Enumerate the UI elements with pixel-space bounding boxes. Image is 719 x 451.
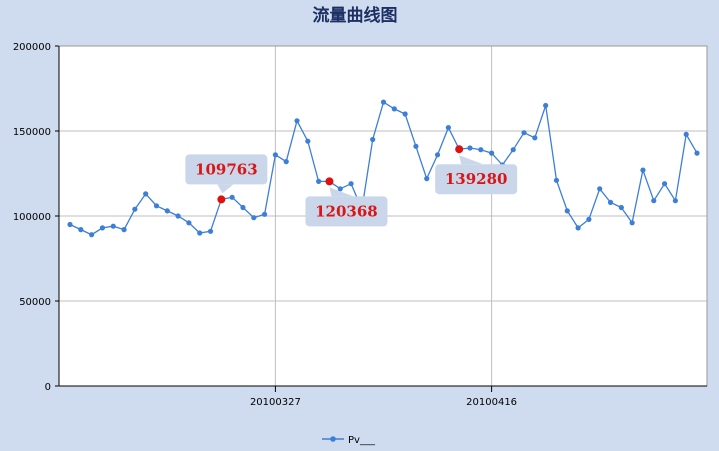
data-point <box>402 111 408 117</box>
data-point <box>661 181 668 187</box>
data-point <box>607 199 614 205</box>
data-point <box>413 143 419 149</box>
callout-tail <box>329 187 354 197</box>
data-point <box>478 147 484 153</box>
callout-box <box>305 196 388 227</box>
data-point <box>143 191 149 197</box>
y-tick-label: 150000 <box>13 127 51 138</box>
axes: 0 50000 100000 150000 200000 20100327 20100416 <box>13 42 708 408</box>
highlight-point <box>217 195 226 204</box>
data-point <box>207 228 214 234</box>
data-point <box>629 220 635 226</box>
data-point <box>445 125 451 131</box>
y-tick-label: 200000 <box>13 42 51 53</box>
data-point <box>640 167 646 173</box>
data-point <box>618 204 624 211</box>
data-point <box>305 138 311 144</box>
data-point <box>153 203 160 209</box>
y-tick-label: 0 <box>45 382 51 393</box>
data-point <box>575 225 581 231</box>
callout-value: 139280 <box>445 170 508 188</box>
data-point <box>532 135 538 141</box>
legend-swatch-marker <box>330 436 336 442</box>
data-point <box>89 232 95 238</box>
highlight-point <box>455 145 464 154</box>
data-point <box>564 208 570 214</box>
data-point <box>348 181 354 187</box>
data-point <box>586 216 592 222</box>
data-point <box>467 145 473 151</box>
data-point <box>164 208 170 214</box>
series-layer <box>67 99 700 238</box>
data-point <box>110 223 116 229</box>
data-point <box>380 99 387 105</box>
callout-value: 120368 <box>315 202 378 220</box>
data-point <box>78 227 84 233</box>
data-point <box>510 147 516 153</box>
data-point <box>316 178 322 184</box>
y-tick-label: 50000 <box>19 297 51 308</box>
data-point <box>251 215 257 221</box>
data-point <box>132 206 138 212</box>
data-point <box>651 198 657 204</box>
callout-layer: 109763 120368 139280 <box>185 145 518 227</box>
callout-tail <box>217 184 234 194</box>
highlight-point <box>325 177 334 186</box>
data-point <box>197 230 203 236</box>
data-point <box>424 176 430 182</box>
callout-value: 109763 <box>195 160 258 178</box>
data-point <box>240 204 246 211</box>
data-point <box>261 211 268 217</box>
x-tick-label: 20100327 <box>250 397 301 408</box>
callout-box <box>185 154 268 185</box>
data-point <box>672 198 678 204</box>
x-tick-label: 20100416 <box>466 397 517 408</box>
data-point <box>337 186 343 192</box>
callout-box <box>435 164 518 195</box>
data-point <box>121 227 127 233</box>
callout-tail <box>459 155 484 165</box>
data-point <box>272 152 278 158</box>
data-point <box>553 177 560 183</box>
data-point <box>229 194 235 200</box>
data-point <box>99 225 106 231</box>
data-point <box>597 186 603 192</box>
data-point <box>543 102 549 109</box>
data-point <box>391 106 397 112</box>
data-point <box>283 159 289 165</box>
data-point <box>294 118 300 124</box>
data-point <box>694 150 700 156</box>
legend-label: Pv___ <box>348 435 376 446</box>
data-point <box>683 131 689 137</box>
data-point <box>434 152 441 158</box>
data-point <box>175 213 181 219</box>
data-point <box>370 136 376 143</box>
data-point <box>489 150 495 156</box>
data-point <box>67 221 73 228</box>
data-point <box>521 130 527 136</box>
y-tick-label: 100000 <box>13 212 51 223</box>
data-point <box>186 220 192 226</box>
chart-title: 流量曲线图 <box>313 5 398 26</box>
legend[interactable]: Pv___ <box>322 435 376 446</box>
